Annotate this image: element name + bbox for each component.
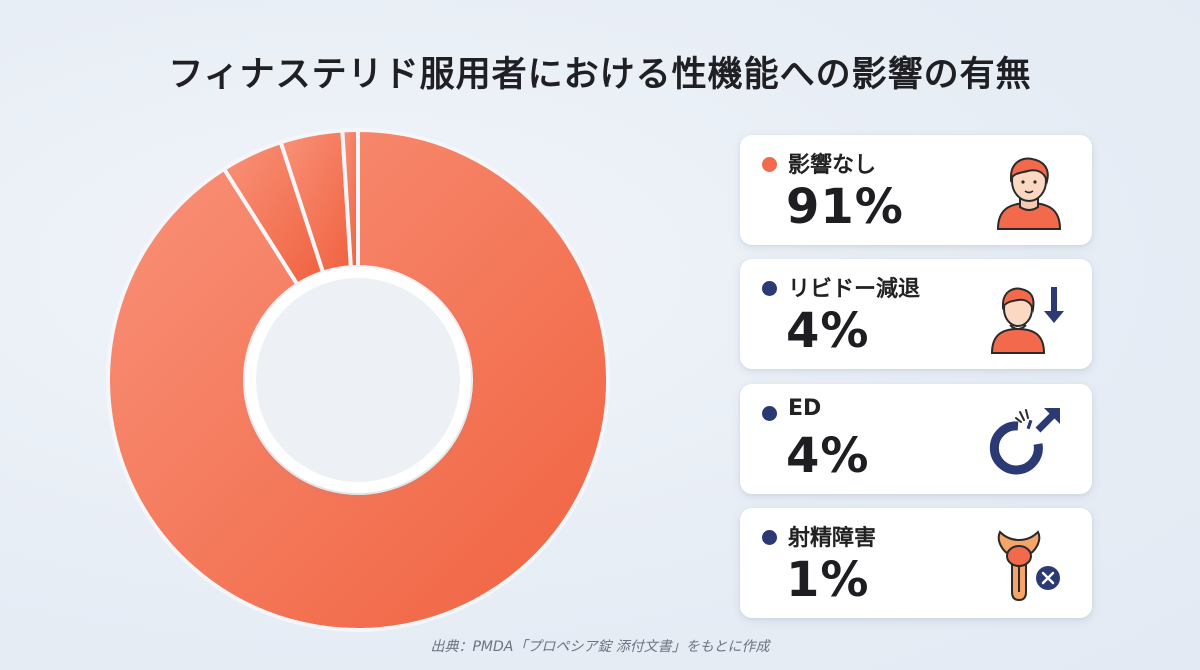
legend-dot (762, 406, 777, 421)
legend-dot (762, 281, 777, 296)
legend-card-ejaculation: 射精障害 1% (740, 508, 1092, 618)
legend-value: 4% (786, 428, 870, 484)
donut-svg (106, 128, 610, 632)
legend-label: ED (788, 396, 822, 421)
legend-card-no-effect: 影響なし 91% (740, 135, 1092, 245)
legend-label: 射精障害 (788, 526, 877, 551)
donut-chart (98, 120, 618, 640)
person-down-arrow-icon (990, 287, 1064, 354)
legend-value: 4% (786, 303, 870, 359)
legend-label: リビドー減退 (788, 277, 921, 302)
legend-value: 91% (786, 179, 904, 235)
reproductive-organ-cross-icon (997, 530, 1060, 602)
legend-value: 1% (786, 552, 870, 608)
broken-male-symbol-icon (989, 408, 1060, 475)
donut-hole (256, 278, 460, 482)
legend-dot (762, 157, 777, 172)
legend-label: 影響なし (788, 153, 877, 178)
person-icon (996, 157, 1062, 230)
legend-card-libido: リビドー減退 4% (740, 259, 1092, 369)
source-note: 出典：PMDA「プロペシア錠 添付文書」をもとに作成 (430, 639, 770, 655)
legend-card-ed: ED 4% (740, 384, 1092, 494)
chart-title: フィナステリド服用者における性機能への影響の有無 (168, 55, 1032, 95)
legend-dot (762, 530, 777, 545)
